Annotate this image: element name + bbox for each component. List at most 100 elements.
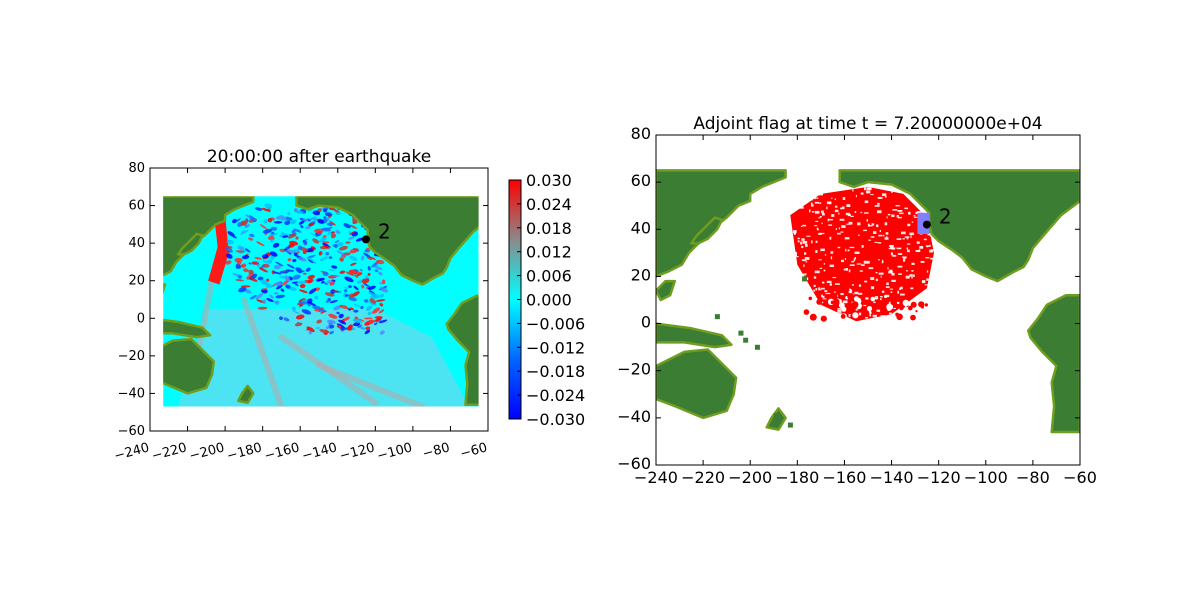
flag-gap [851,260,855,263]
flag-edge-cell [915,310,918,313]
y-tick-label: 80 [128,161,145,176]
flag-gap [801,301,805,303]
flag-gap [907,223,911,227]
flag-gap [793,231,797,235]
y-tick-label: 80 [631,124,651,143]
x-tick-label: −240 [113,440,151,464]
flag-gap [796,277,800,280]
wave-blob [369,256,376,260]
wave-blob [334,240,340,243]
flag-gap [881,261,884,264]
flag-gap [815,240,818,243]
wave-blob [273,292,279,295]
flag-gap [797,237,800,240]
wave-blob [325,299,331,303]
wave-blob [302,272,307,275]
flag-gap [845,212,850,216]
wave-blob [321,227,331,232]
flag-gap [811,240,813,244]
wave-blob [368,301,377,306]
flag-gap [835,283,840,285]
flag-gap [796,206,798,208]
wave-blob [300,225,304,229]
flag-gap [797,240,800,243]
wave-blob [312,238,320,244]
wave-blob [266,259,273,264]
wave-blob [238,287,247,293]
wave-blob [274,282,283,287]
flag-gap [925,245,930,247]
wave-blob [325,325,330,330]
wave-blob [353,285,359,291]
no-data-left [150,168,164,431]
flag-gap [809,287,811,289]
flag-gap [792,253,797,257]
flag-gap [837,232,841,235]
wave-blob [338,245,348,251]
wave-blob [295,236,299,240]
x-tick-label: −80 [1016,468,1050,487]
wave-blob [316,278,322,282]
flag-gap [818,259,822,261]
wave-blob [308,330,312,335]
wave-blob [379,330,385,335]
flag-gap [919,246,924,249]
wave-blob [255,293,264,300]
wave-blob [240,285,251,288]
island [738,330,744,336]
x-tick-label: −60 [459,440,489,462]
y-tick-label: 20 [631,265,651,284]
wave-blob [260,279,268,286]
wave-blob [372,307,380,314]
wave-blob [304,238,308,241]
flag-gap [933,311,939,314]
flag-edge-cell [886,306,892,311]
source-ridge [208,213,229,285]
flag-gap [811,204,814,207]
flag-gap [814,225,818,227]
flag-edge-cell [918,301,925,308]
flag-gap [856,263,862,265]
wave-blob [323,245,329,249]
flag-gap [810,293,812,296]
wave-blob [363,317,373,320]
flag-gap [910,235,912,239]
flag-gap [875,272,878,274]
wave-blob [268,232,279,237]
adjoint-flag-field [790,186,939,323]
wave-blob [235,279,244,282]
flag-gap [867,187,872,191]
wave-blob [325,251,330,256]
flag-gap [861,264,865,266]
flag-gap [884,222,888,226]
flag-gap [899,212,904,215]
flag-gap [897,265,903,268]
wave-blob [343,316,350,321]
no-data-right [478,168,488,431]
flag-gap [804,257,810,260]
flag-gap [929,244,931,247]
flag-gap [818,287,820,290]
wave-blob [344,286,349,289]
flag-gap [896,238,902,240]
flag-gap [855,308,858,311]
flag-gap [839,218,845,221]
y-tick-label: −20 [617,360,651,379]
flag-gap [799,206,804,209]
wave-blob [250,278,258,282]
flag-gap [899,287,901,290]
wave-blob [375,259,385,265]
flag-gap [930,257,935,260]
flag-gap [909,274,913,277]
wave-blob [336,242,344,247]
wave-blob [256,263,261,268]
flag-gap [929,249,934,253]
wave-blob [280,288,285,292]
flag-gap [903,258,906,262]
flag-gap [897,210,903,212]
flag-gap [925,257,930,259]
flag-gap [891,272,895,276]
wave-blob [294,210,304,214]
wave-blob [332,244,338,248]
flag-gap [870,286,875,290]
